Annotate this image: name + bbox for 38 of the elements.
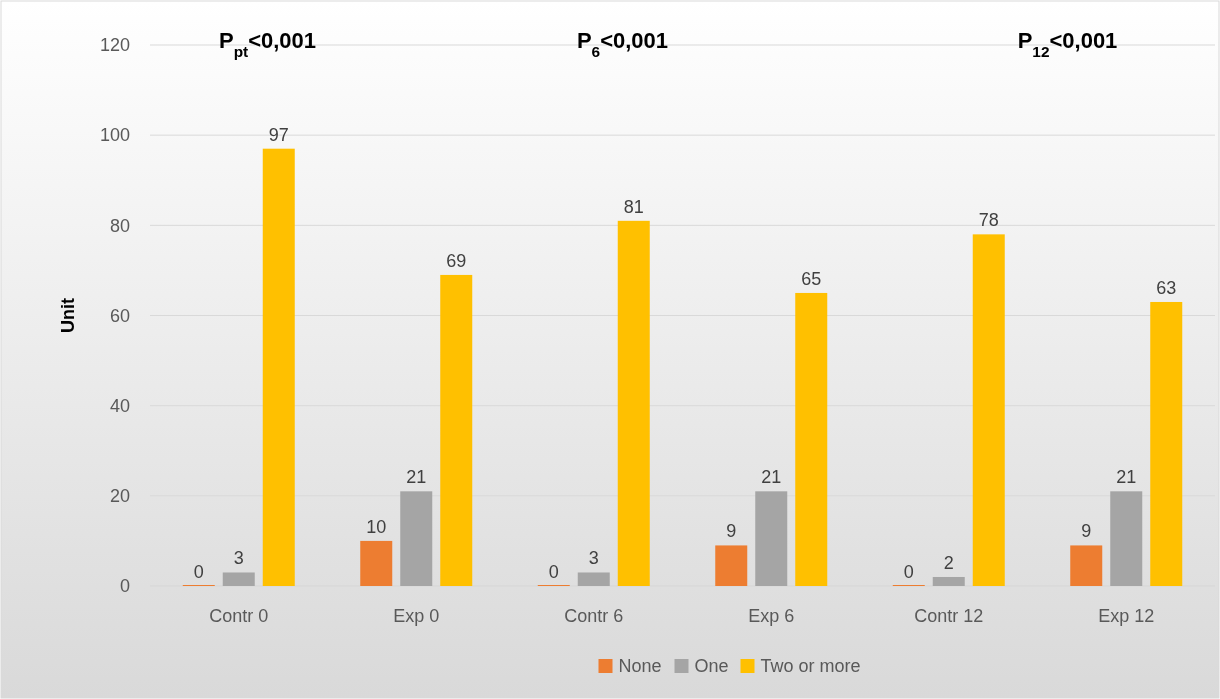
- data-label: 97: [268, 124, 289, 145]
- data-label: 0: [903, 562, 914, 582]
- y-tick-label: 40: [109, 395, 130, 416]
- data-label: 21: [1116, 467, 1137, 488]
- y-tick-label: 120: [99, 35, 130, 56]
- data-label: 3: [588, 548, 599, 569]
- data-label: 21: [406, 467, 427, 488]
- x-tick-label: Exp 12: [1098, 606, 1155, 626]
- data-label: 0: [548, 562, 559, 582]
- data-label: 3: [233, 548, 244, 569]
- x-tick-label: Exp 6: [748, 606, 795, 626]
- legend-label: Two or more: [760, 656, 861, 677]
- y-tick-label: 60: [109, 305, 130, 326]
- data-label: 9: [726, 521, 737, 542]
- y-tick-label: 0: [119, 576, 130, 597]
- legend-label: None: [618, 656, 662, 677]
- annotation: P$_{6}$<0,001: [576, 28, 669, 60]
- data-label: 2: [943, 552, 954, 573]
- data-label: 21: [761, 467, 782, 488]
- legend-label: One: [694, 656, 729, 677]
- x-tick-label: Contr 0: [209, 606, 269, 626]
- data-label: 81: [623, 196, 644, 217]
- data-label: 9: [1081, 521, 1092, 542]
- annotation: P$_{12}$<0,001: [1017, 28, 1118, 60]
- data-label: 63: [1156, 277, 1177, 298]
- x-tick-label: Contr 12: [914, 606, 984, 626]
- y-tick-label: 100: [99, 125, 130, 146]
- x-tick-label: Exp 0: [393, 606, 440, 626]
- x-tick-label: Contr 6: [564, 606, 624, 626]
- data-label: 0: [193, 562, 204, 582]
- data-label: 69: [446, 250, 467, 271]
- y-tick-label: 80: [109, 215, 130, 236]
- data-label: 10: [366, 516, 387, 537]
- y-tick-label: 20: [109, 486, 130, 507]
- data-label: 78: [978, 210, 999, 231]
- annotation: P$_{pt}$<0,001: [218, 28, 317, 60]
- y-axis-title: Unit: [58, 298, 78, 333]
- data-label: 65: [801, 268, 822, 289]
